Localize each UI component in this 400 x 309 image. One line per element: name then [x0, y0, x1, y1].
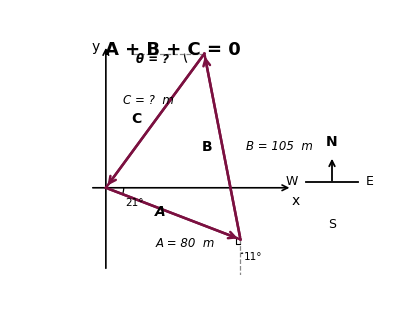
Text: W: W — [286, 175, 298, 188]
Text: A = 80  m: A = 80 m — [155, 237, 215, 250]
Text: C = ?  m: C = ? m — [123, 94, 174, 108]
Text: 11°: 11° — [244, 252, 262, 262]
Text: C: C — [131, 112, 141, 126]
Text: N: N — [326, 135, 338, 149]
Text: S: S — [328, 218, 336, 231]
Text: A + B + C = 0: A + B + C = 0 — [106, 41, 241, 59]
Text: B: B — [202, 140, 212, 154]
Text: θ = ?: θ = ? — [136, 53, 169, 66]
Text: y: y — [92, 40, 100, 54]
Text: x: x — [292, 194, 300, 208]
Text: A: A — [154, 205, 165, 219]
Text: 21°: 21° — [126, 198, 144, 208]
Text: E: E — [366, 175, 374, 188]
Text: B = 105  m: B = 105 m — [246, 140, 313, 153]
